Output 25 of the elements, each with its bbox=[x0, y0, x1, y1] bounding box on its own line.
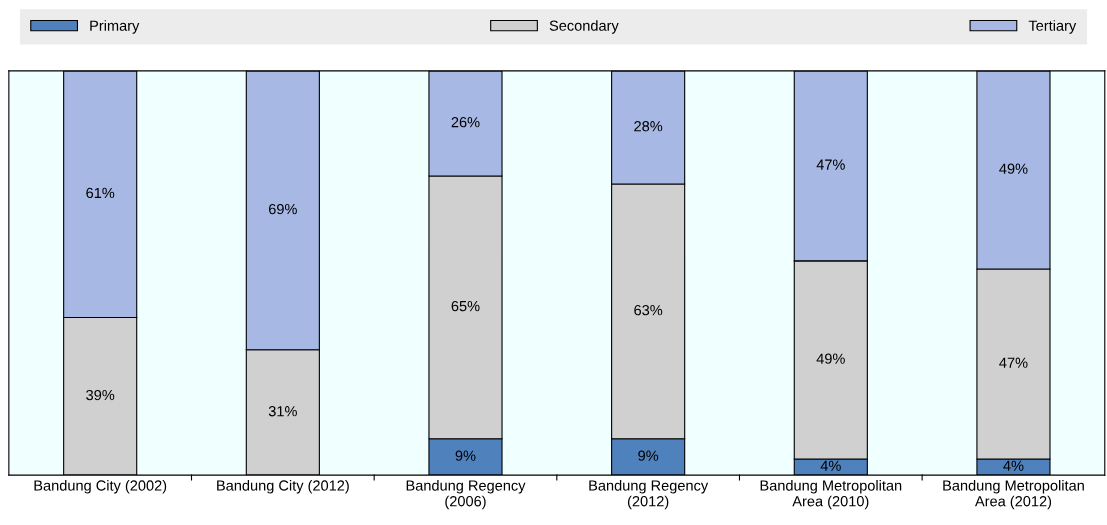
data-label: 9% bbox=[638, 450, 659, 461]
data-label: 47% bbox=[999, 357, 1028, 368]
data-label: 61% bbox=[86, 187, 115, 199]
legend-label: Tertiary bbox=[1028, 20, 1077, 34]
data-label: 69% bbox=[268, 203, 297, 215]
x-tick-label: Bandung City (2002) bbox=[34, 479, 167, 494]
x-tick-label: Bandung City (2012) bbox=[217, 479, 349, 494]
x-tick-label: Bandung Metropolitan Area (2012) bbox=[943, 479, 1084, 510]
x-tick-label: Bandung Regency (2006) bbox=[406, 479, 526, 510]
data-label: 63% bbox=[634, 304, 663, 316]
data-label: 4% bbox=[1003, 460, 1024, 471]
data-label: 49% bbox=[816, 353, 845, 364]
data-label: 4% bbox=[820, 460, 841, 471]
data-label: 49% bbox=[999, 163, 1028, 174]
x-tick-label: Bandung Regency (2012) bbox=[589, 479, 709, 510]
x-tick-label: Bandung Metropolitan Area (2010) bbox=[760, 479, 902, 510]
data-label: 26% bbox=[451, 117, 480, 128]
legend-label: Secondary bbox=[549, 20, 619, 34]
data-label: 31% bbox=[268, 406, 297, 417]
data-label: 65% bbox=[451, 300, 480, 312]
data-label: 28% bbox=[634, 121, 663, 132]
data-label: 9% bbox=[455, 450, 476, 461]
data-label: 47% bbox=[816, 159, 845, 170]
legend-label: Primary bbox=[90, 20, 140, 34]
data-label: 39% bbox=[86, 389, 115, 401]
